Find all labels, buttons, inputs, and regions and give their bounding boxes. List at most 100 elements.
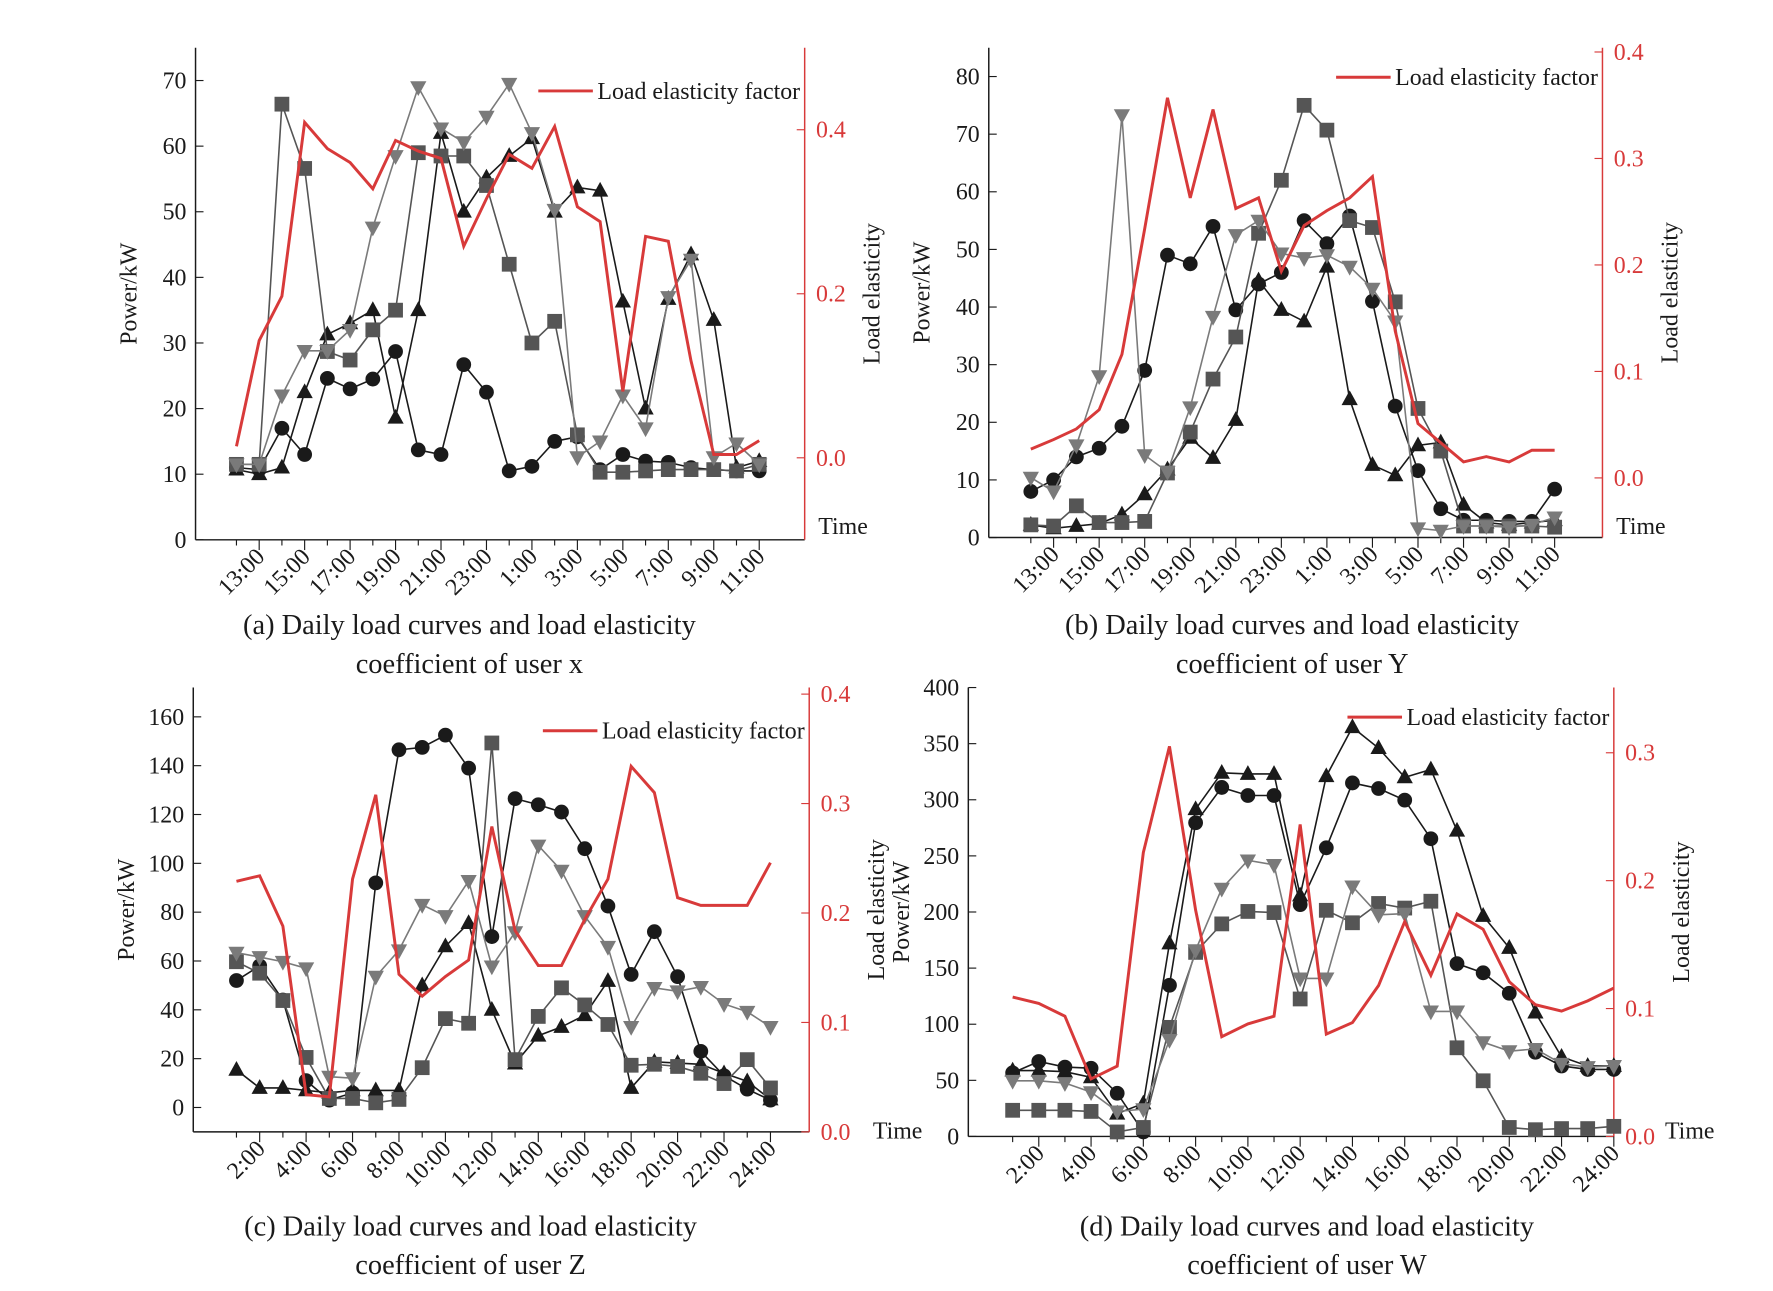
x-tick-label: 22:00	[1516, 1140, 1573, 1197]
marker	[683, 462, 699, 477]
marker	[1182, 424, 1198, 440]
x-tick-label: 5:00	[1381, 542, 1429, 590]
x-tick-label: 11:00	[1510, 542, 1566, 598]
marker	[569, 451, 586, 467]
marker	[410, 81, 427, 96]
load-line	[236, 103, 760, 474]
marker	[1292, 991, 1308, 1007]
marker	[1161, 1034, 1178, 1049]
marker	[1114, 418, 1130, 434]
y-tick-label: 300	[923, 788, 959, 814]
y-tick-label: 80	[160, 900, 184, 926]
x-axis-title: Time	[818, 514, 868, 540]
load-line	[236, 734, 771, 1102]
y2-tick-label: 0.4	[1614, 40, 1644, 66]
marker	[1341, 390, 1358, 406]
marker	[706, 462, 722, 477]
y-tick-label: 20	[163, 397, 187, 423]
marker	[414, 1060, 430, 1076]
y-tick-label: 350	[923, 732, 959, 758]
marker	[1023, 484, 1039, 499]
marker	[1265, 858, 1283, 874]
marker	[1045, 485, 1062, 501]
y2-tick-label: 0.2	[821, 901, 851, 927]
marker	[1432, 524, 1449, 540]
marker	[1500, 521, 1518, 537]
marker	[228, 1061, 245, 1076]
y-axis-title: Power/kW	[114, 858, 140, 961]
y2-tick-label: 0.4	[816, 118, 846, 144]
y-tick-label: 120	[148, 802, 184, 828]
marker	[501, 463, 517, 479]
marker	[524, 335, 540, 351]
marker	[1292, 972, 1309, 988]
marker	[554, 980, 569, 996]
legend-label: Load elasticity factor	[1395, 65, 1598, 91]
marker	[739, 1005, 756, 1021]
marker	[1205, 371, 1221, 387]
marker	[524, 458, 540, 474]
x-tick-label: 5:00	[586, 544, 634, 592]
marker	[1004, 1061, 1021, 1077]
x-tick-label: 23:00	[1236, 542, 1293, 599]
marker	[1005, 1102, 1021, 1118]
marker	[1227, 411, 1244, 426]
y2-tick-label: 0.2	[1614, 253, 1644, 279]
caption: (a) Daily load curves and load elasticit…	[243, 610, 697, 641]
marker	[1319, 122, 1335, 138]
marker	[1030, 1061, 1047, 1077]
marker	[1068, 498, 1084, 514]
marker	[577, 997, 593, 1013]
marker	[387, 408, 404, 424]
marker	[1031, 1102, 1047, 1118]
marker	[342, 352, 358, 368]
elasticity-line	[1030, 97, 1555, 464]
marker	[1113, 109, 1131, 125]
y-tick-label: 50	[956, 237, 980, 263]
y2-tick-label: 0.2	[816, 282, 846, 308]
x-tick-label: 16:00	[539, 1136, 596, 1193]
x-tick-label: 18:00	[1411, 1140, 1468, 1197]
marker	[319, 371, 335, 386]
x-tick-label: 10:00	[1202, 1140, 1259, 1197]
y-tick-label: 200	[923, 900, 959, 926]
marker	[1114, 515, 1130, 530]
marker	[410, 301, 427, 317]
marker	[387, 150, 404, 165]
marker	[1423, 831, 1439, 847]
marker	[1273, 172, 1289, 188]
marker	[660, 291, 677, 306]
marker	[1410, 463, 1426, 479]
marker	[1273, 301, 1290, 316]
marker	[1214, 780, 1230, 795]
marker	[669, 985, 686, 1001]
marker	[1240, 904, 1256, 919]
marker	[530, 839, 547, 855]
x-tick-label: 7:00	[631, 544, 679, 592]
marker	[1478, 520, 1495, 535]
marker	[1455, 495, 1472, 511]
marker	[1605, 1060, 1622, 1075]
marker	[433, 148, 449, 164]
marker	[275, 993, 291, 1008]
x-tick-label: 18:00	[585, 1136, 642, 1193]
x-tick-label: 4:00	[1054, 1140, 1102, 1188]
marker	[1082, 1086, 1100, 1101]
marker	[438, 1011, 453, 1026]
y-tick-label: 60	[956, 180, 980, 206]
x-tick-label: 3:00	[1335, 542, 1383, 590]
marker	[1162, 1019, 1177, 1035]
marker	[460, 875, 477, 890]
marker	[1266, 905, 1282, 920]
marker	[1341, 260, 1358, 276]
marker	[1579, 1061, 1596, 1076]
marker	[615, 447, 631, 462]
x-tick-label: 4:00	[269, 1136, 317, 1184]
marker	[751, 458, 768, 474]
marker	[228, 458, 245, 474]
marker	[576, 1006, 593, 1022]
marker	[1213, 763, 1230, 779]
marker	[410, 442, 426, 458]
x-tick-label: 20:00	[632, 1136, 689, 1193]
marker	[274, 1079, 292, 1094]
